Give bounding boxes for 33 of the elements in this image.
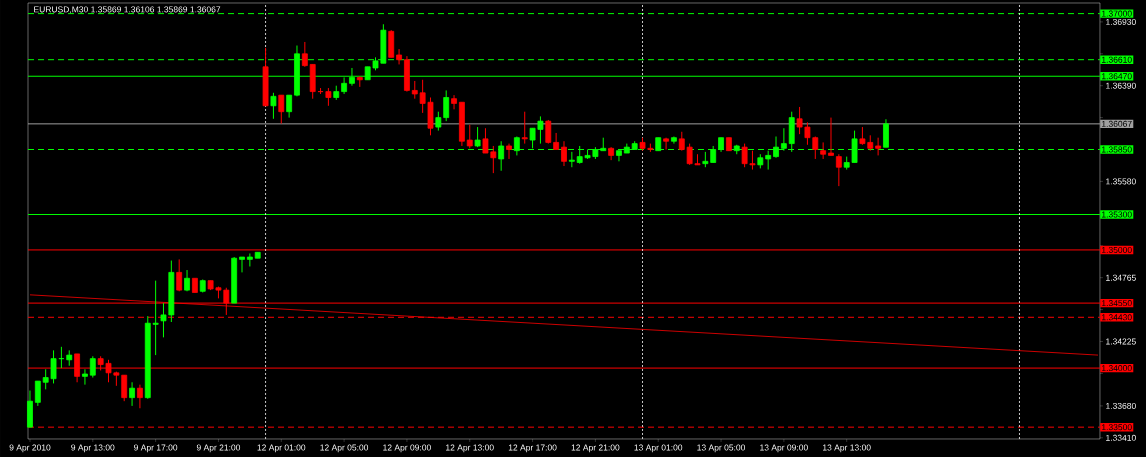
ref-line-label: 1.37000 xyxy=(1102,10,1132,17)
x-tick-label: 12 Apr 21:00 xyxy=(571,444,620,453)
ref-line-label: 1.34550 xyxy=(1102,300,1132,307)
x-tick-label: 13 Apr 09:00 xyxy=(760,444,808,453)
ref-line-label: 1.36470 xyxy=(1102,73,1132,80)
ref-line-label: 1.33500 xyxy=(1102,424,1132,431)
x-tick-label: 9 Apr 13:00 xyxy=(71,444,115,453)
x-tick-label: 13 Apr 05:00 xyxy=(697,444,746,453)
y-tick-label: 1.33680 xyxy=(1106,402,1136,409)
ref-line-label: 1.34430 xyxy=(1102,314,1132,321)
y-tick-label: 1.36930 xyxy=(1106,18,1136,25)
x-tick-label: 12 Apr 09:00 xyxy=(383,444,431,453)
y-tick-label: 1.34225 xyxy=(1106,338,1136,345)
y-tick-label: 1.34765 xyxy=(1106,274,1136,281)
ref-line-label: 1.36610 xyxy=(1102,56,1132,63)
x-tick-label: 9 Apr 21:00 xyxy=(196,444,241,453)
ref-line-label: 1.35300 xyxy=(1102,211,1132,218)
x-tick-label: 9 Apr 17:00 xyxy=(134,444,178,453)
x-tick-label: 13 Apr 13:00 xyxy=(823,444,871,453)
x-tick-label: 9 Apr 2010 xyxy=(9,444,51,453)
y-tick-label: 1.33410 xyxy=(1106,434,1136,441)
x-tick-label: 12 Apr 13:00 xyxy=(446,444,494,453)
x-tick-label: 13 Apr 01:00 xyxy=(634,444,683,453)
y-tick-label: 1.35580 xyxy=(1106,178,1136,185)
ref-line-label: 1.36067 xyxy=(1102,120,1132,127)
x-tick-label: 12 Apr 01:00 xyxy=(257,444,306,453)
ref-line-label: 1.34000 xyxy=(1102,365,1132,372)
y-tick-label: 1.36390 xyxy=(1106,82,1136,89)
x-tick-label: 12 Apr 17:00 xyxy=(508,444,557,453)
ref-line-label: 1.35000 xyxy=(1102,246,1132,253)
ref-line-label: 1.35850 xyxy=(1102,146,1132,153)
chart-title: EURUSD,M30 1.35869 1.36106 1.35869 1.36067 xyxy=(34,6,221,14)
x-tick-label: 12 Apr 05:00 xyxy=(320,444,369,453)
